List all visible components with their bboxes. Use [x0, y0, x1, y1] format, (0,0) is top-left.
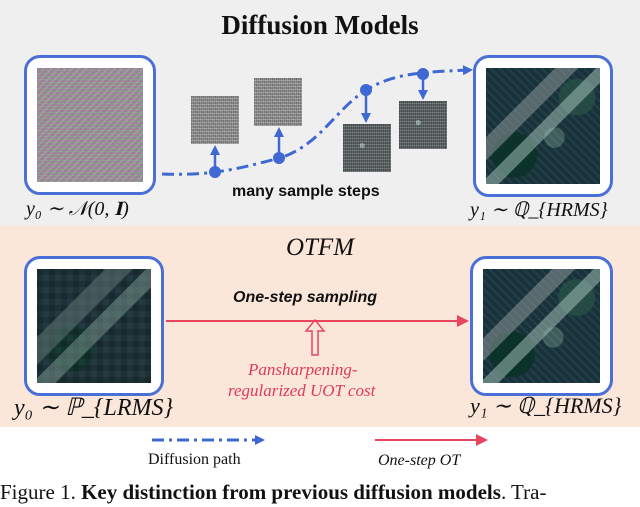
cost-arrow — [304, 318, 326, 356]
caption-prefix: Figure 1. — [0, 480, 82, 504]
noise-distribution-label: y₀ ∼ 𝒩(0, 𝐈) — [26, 198, 129, 220]
path-node-3 — [360, 84, 372, 96]
noise-image — [37, 68, 143, 182]
diffusion-path-curve — [161, 65, 473, 176]
caption-bold: Key distinction from previous diffusion … — [81, 480, 501, 504]
path-node-2 — [273, 152, 285, 164]
figure-caption: Figure 1. Key distinction from previous … — [0, 480, 640, 505]
path-node-1 — [209, 166, 221, 178]
hrms-image-frame-top — [473, 55, 613, 197]
path-node-4 — [417, 68, 429, 80]
lrms-image-frame — [24, 256, 164, 396]
lrms-image — [37, 269, 151, 383]
diffusion-title: Diffusion Models — [221, 10, 419, 40]
legend-diffusion-label: Diffusion path — [148, 451, 241, 468]
intermediate-sample-3 — [343, 124, 391, 172]
one-step-sampling-label: One-step sampling — [233, 289, 378, 306]
intermediate-sample-1 — [191, 96, 239, 144]
hrms-image-top — [486, 68, 600, 184]
cost-label-line2: regularized UOT cost — [228, 381, 376, 400]
noise-image-frame — [24, 55, 156, 195]
otfm-title: OTFM — [285, 234, 355, 261]
hrms-image-bottom — [483, 269, 600, 383]
cost-label-line1: Pansharpening- — [248, 360, 358, 379]
hrms-image-frame-bottom — [470, 256, 613, 396]
many-steps-label: many sample steps — [232, 183, 380, 200]
lrms-distribution-label: y₀ ∼ ℙ_{LRMS} — [14, 395, 174, 421]
hrms-distribution-label-bottom: y₁ ∼ ℚ_{HRMS} — [470, 393, 622, 418]
legend-onestep-label: One-step OT — [378, 452, 461, 469]
intermediate-sample-2 — [254, 78, 302, 126]
hrms-distribution-label-top: y₁ ∼ ℚ_{HRMS} — [470, 199, 608, 221]
intermediate-sample-4 — [399, 101, 447, 149]
caption-suffix: . Tra- — [500, 480, 547, 504]
